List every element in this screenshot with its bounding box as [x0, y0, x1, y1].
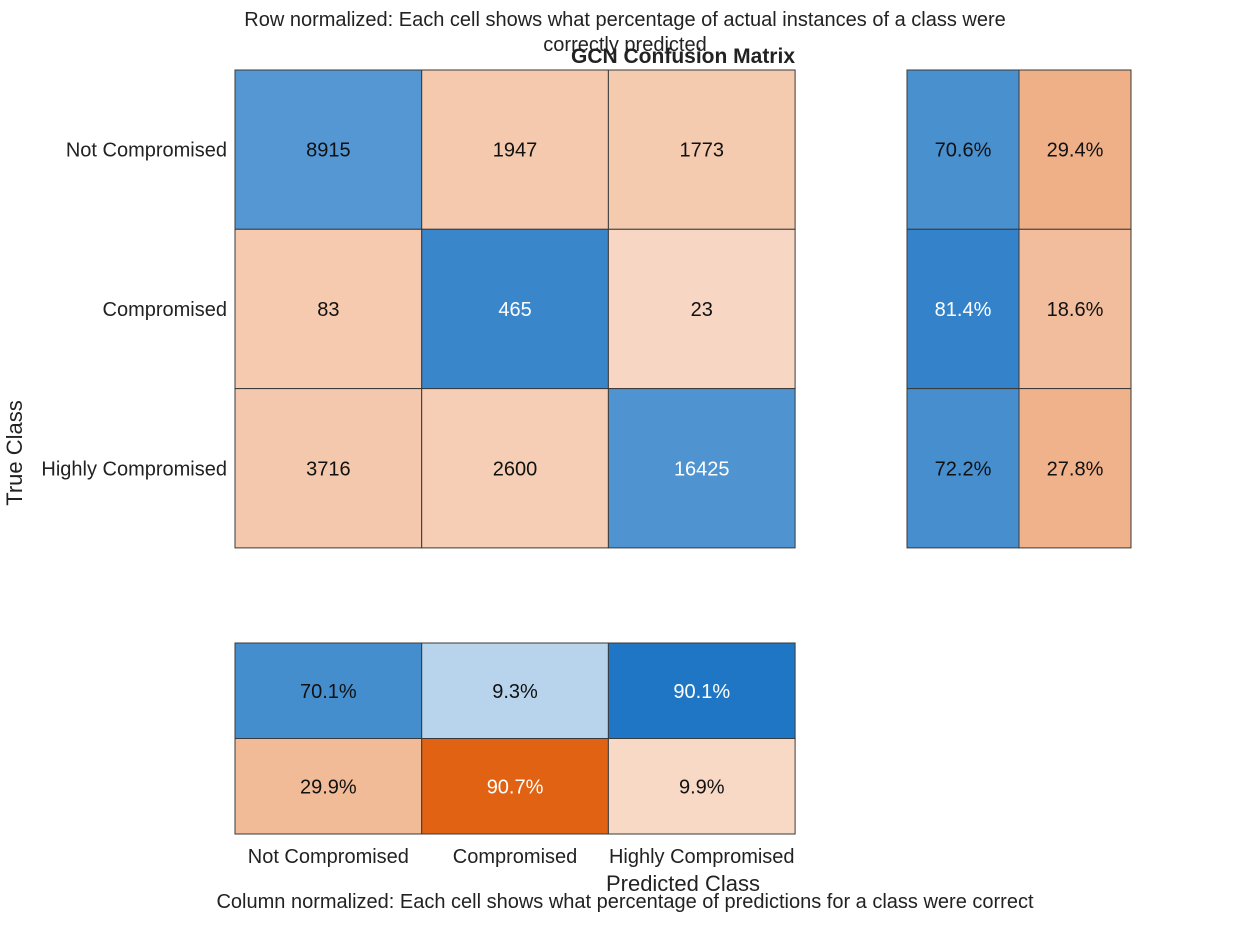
- column-summary-title: Column normalized: Each cell shows what …: [216, 891, 1033, 913]
- row-summary-cell: [1018, 228, 1132, 390]
- matrix-cell-label: 3716: [306, 458, 351, 480]
- column-summary-cell-label: 9.9%: [679, 776, 725, 798]
- matrix-cell-label: 83: [317, 299, 339, 321]
- row-summary-cell: [906, 69, 1020, 230]
- column-summary-cell-label: 29.9%: [300, 776, 357, 798]
- column-summary-cell-label: 70.1%: [300, 681, 357, 703]
- matrix-cell: [421, 388, 609, 549]
- row-summary-cell-label: 27.8%: [1047, 458, 1104, 480]
- column-summary-cell: [607, 642, 796, 739]
- matrix-cell-label: 16425: [674, 458, 730, 480]
- main-matrix: 8915 1947 1773 83 465 23 3716 2600 16425: [234, 69, 796, 549]
- x-tick-label: Not Compromised: [248, 846, 409, 868]
- matrix-cell: [607, 69, 796, 230]
- row-summary-matrix: 70.6% 29.4% 81.4% 18.6% 72.2% 27.8%: [906, 69, 1132, 549]
- row-summary-cell-label: 72.2%: [935, 458, 992, 480]
- chart-title: GCN Confusion Matrix: [571, 45, 795, 68]
- row-summary-cell-label: 18.6%: [1047, 299, 1104, 321]
- row-summary-cell: [906, 228, 1020, 390]
- row-summary-cell-label: 81.4%: [935, 299, 992, 321]
- matrix-cell: [234, 69, 423, 230]
- column-summary-matrix: 70.1% 9.3% 90.1% 29.9% 90.7% 9.9%: [234, 642, 796, 835]
- column-summary-cell-label: 90.7%: [487, 776, 544, 798]
- x-tick-labels: Not Compromised Compromised Highly Comprom…: [248, 846, 795, 868]
- x-tick-label: Compromised: [453, 846, 577, 868]
- y-tick-labels: Not Compromised Compromised Highly Comprom…: [41, 140, 227, 481]
- column-summary-cell: [234, 738, 423, 835]
- row-summary-cell-label: 29.4%: [1047, 140, 1104, 162]
- row-summary-title-line: Row normalized: Each cell shows what per…: [244, 9, 1006, 31]
- column-summary-cell: [607, 738, 796, 835]
- matrix-cell-label: 1947: [493, 140, 538, 162]
- row-summary-title-line: correctly predicted: [543, 34, 706, 56]
- y-tick-label: Not Compromised: [66, 140, 227, 162]
- x-tick-label: Highly Compromised: [609, 846, 795, 868]
- column-summary-cell-label: 9.3%: [492, 681, 538, 703]
- column-summary-cell: [234, 642, 423, 739]
- matrix-cell: [607, 388, 796, 549]
- matrix-cell: [234, 388, 423, 549]
- column-summary-cell-label: 90.1%: [673, 681, 730, 703]
- matrix-cell: [607, 228, 796, 390]
- row-summary-cell: [1018, 69, 1132, 230]
- row-summary-cell: [1018, 388, 1132, 549]
- row-summary-cell-label: 70.6%: [935, 140, 992, 162]
- matrix-cell: [421, 228, 609, 390]
- matrix-cell-label: 2600: [493, 458, 538, 480]
- matrix-cell-label: 23: [691, 299, 713, 321]
- row-summary-title: Row normalized: Each cell shows what per…: [244, 9, 1006, 56]
- matrix-cell-label: 8915: [306, 140, 351, 162]
- row-summary-cell: [906, 388, 1020, 549]
- matrix-cell-label: 1773: [680, 140, 725, 162]
- y-axis-label: True Class: [2, 400, 27, 506]
- y-tick-label: Highly Compromised: [41, 458, 227, 480]
- matrix-cell: [234, 228, 423, 390]
- x-axis-label: Predicted Class: [606, 871, 760, 896]
- column-summary-cell: [421, 738, 609, 835]
- column-summary-cell: [421, 642, 609, 739]
- matrix-cell-label: 465: [498, 299, 531, 321]
- y-tick-label: Compromised: [103, 299, 227, 321]
